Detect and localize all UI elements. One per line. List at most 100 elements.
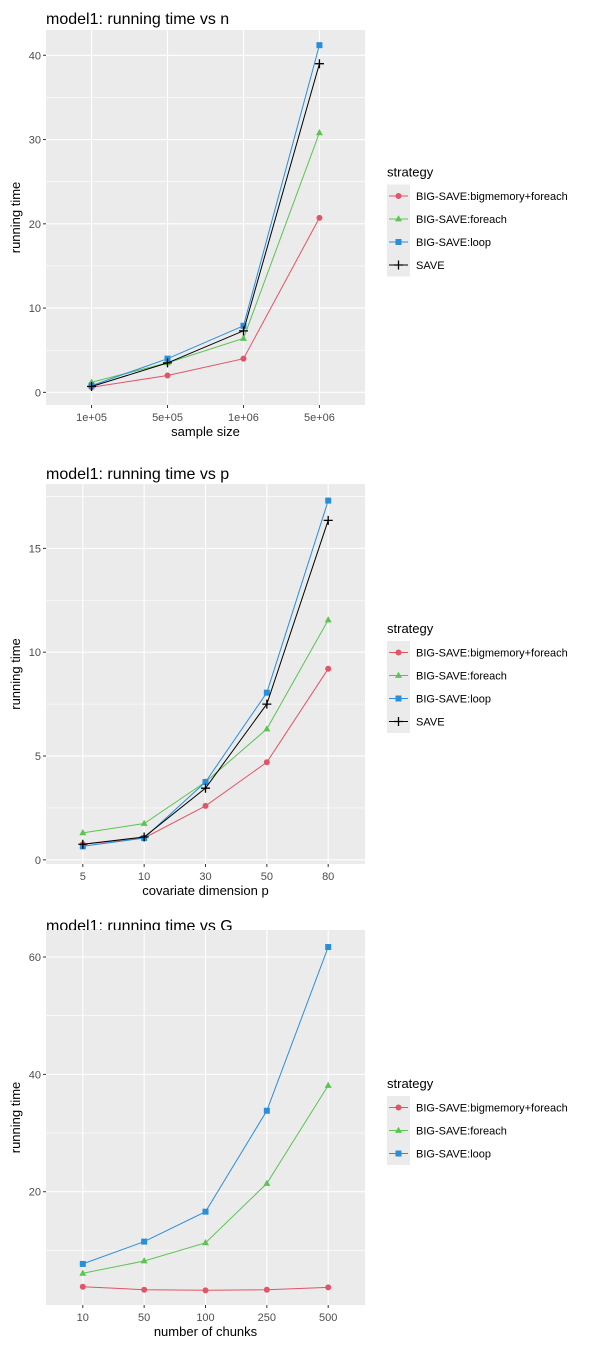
data-point bbox=[240, 355, 247, 362]
data-point bbox=[315, 129, 323, 136]
y-tick-label: 30 bbox=[29, 135, 41, 147]
x-tick-label: 80 bbox=[322, 871, 334, 883]
x-tick-label: 100 bbox=[196, 1312, 214, 1324]
data-point bbox=[79, 1283, 86, 1290]
legend-title: strategy bbox=[387, 1076, 434, 1091]
data-point bbox=[263, 1286, 270, 1293]
data-point bbox=[140, 819, 148, 826]
x-tick-label: 5 bbox=[80, 871, 86, 883]
x-tick-label: 50 bbox=[261, 871, 273, 883]
legend-label: BIG-SAVE:foreach bbox=[416, 671, 507, 683]
data-point bbox=[140, 1257, 148, 1264]
data-point bbox=[324, 1081, 332, 1088]
data-point bbox=[263, 1107, 270, 1114]
x-tick-label: 10 bbox=[138, 871, 150, 883]
data-point bbox=[87, 381, 97, 391]
data-point bbox=[79, 1260, 86, 1267]
x-tick-label: 250 bbox=[258, 1312, 276, 1324]
data-point bbox=[324, 616, 332, 623]
legend-key-marker bbox=[395, 1104, 402, 1111]
data-point bbox=[263, 725, 271, 732]
legend-key-marker bbox=[394, 717, 403, 726]
legend-key-marker bbox=[395, 649, 402, 656]
data-point bbox=[263, 1179, 271, 1186]
y-axis-title: running time bbox=[8, 1082, 23, 1154]
data-point bbox=[316, 42, 323, 49]
series-line bbox=[91, 217, 320, 388]
legend-key-marker bbox=[395, 239, 402, 245]
legend-key-marker bbox=[395, 695, 402, 702]
legend-label: BIG-SAVE:bigmemory+foreach bbox=[416, 648, 568, 660]
chart-title: model1: running time vs n bbox=[46, 11, 229, 28]
legend-label: BIG-SAVE:loop bbox=[416, 1149, 491, 1161]
data-point bbox=[79, 1269, 87, 1276]
y-axis-title: running time bbox=[8, 638, 23, 710]
data-point bbox=[201, 783, 210, 793]
y-tick-label: 10 bbox=[29, 647, 41, 659]
data-point bbox=[325, 944, 332, 951]
y-tick-label: 15 bbox=[29, 543, 41, 555]
legend: strategy BIG-SAVE:bigmemory+foreach BIG-SA… bbox=[387, 1076, 568, 1165]
x-tick-label: 30 bbox=[199, 871, 211, 883]
data-point bbox=[164, 372, 171, 379]
legend-key-marker bbox=[395, 671, 402, 678]
legend: strategy BIG-SAVE:bigmemory+foreach BIG-SA… bbox=[387, 621, 568, 733]
legend-key-marker bbox=[395, 193, 402, 199]
y-tick-label: 20 bbox=[29, 219, 41, 231]
data-point bbox=[139, 832, 149, 842]
x-tick-label: 1e+06 bbox=[228, 412, 259, 424]
legend-title: strategy bbox=[387, 621, 434, 636]
data-point bbox=[263, 759, 270, 766]
legend-label: BIG-SAVE:foreach bbox=[416, 1126, 507, 1138]
data-point bbox=[325, 665, 332, 672]
y-tick-label: 40 bbox=[29, 50, 41, 62]
y-tick-label: 0 bbox=[35, 855, 41, 867]
data-point bbox=[325, 1284, 332, 1291]
legend-label: SAVE bbox=[416, 717, 445, 729]
data-point bbox=[202, 1208, 209, 1215]
data-point bbox=[202, 1238, 209, 1246]
legend-title: strategy bbox=[387, 165, 434, 180]
y-tick-label: 5 bbox=[35, 751, 41, 763]
y-axis-title: running time bbox=[8, 182, 23, 254]
chart-panel-1: model1: running time vs n 0 10 20 30 40 1e+05 5… bbox=[8, 11, 568, 439]
legend-key-marker bbox=[395, 215, 402, 222]
y-tick-label: 10 bbox=[29, 303, 41, 315]
data-point bbox=[78, 839, 88, 849]
data-point bbox=[239, 334, 247, 341]
data-point bbox=[240, 322, 247, 329]
legend-label: BIG-SAVE:bigmemory+foreach bbox=[416, 191, 568, 203]
data-point bbox=[163, 358, 173, 368]
legend-label: BIG-SAVE:loop bbox=[416, 694, 491, 706]
data-point bbox=[141, 1286, 148, 1293]
legend-label: BIG-SAVE:bigmemory+foreach bbox=[416, 1103, 568, 1115]
series-line bbox=[91, 45, 320, 387]
chart-title: model1: running time vs p bbox=[46, 466, 229, 483]
legend-label: SAVE bbox=[416, 260, 445, 272]
x-axis-title: number of chunks bbox=[154, 1324, 258, 1339]
data-point bbox=[141, 1238, 148, 1245]
y-tick-label: 40 bbox=[29, 1069, 41, 1081]
y-tick-label: 20 bbox=[29, 1187, 41, 1199]
data-point bbox=[202, 778, 209, 785]
x-tick-label: 5e+05 bbox=[152, 412, 183, 424]
y-tick-label: 0 bbox=[35, 387, 41, 399]
x-tick-label: 500 bbox=[319, 1312, 337, 1324]
data-point bbox=[202, 1287, 209, 1294]
x-tick-label: 10 bbox=[77, 1312, 89, 1324]
x-axis-title: sample size bbox=[171, 424, 240, 439]
data-point bbox=[323, 515, 333, 525]
x-axis-title: covariate dimension p bbox=[142, 883, 268, 898]
series-line bbox=[91, 63, 320, 387]
data-point bbox=[202, 802, 209, 809]
legend-key-marker bbox=[395, 1150, 402, 1157]
data-point bbox=[262, 699, 272, 709]
data-point bbox=[238, 326, 248, 336]
x-tick-label: 1e+05 bbox=[76, 412, 107, 424]
y-tick-label: 60 bbox=[29, 952, 41, 964]
data-point bbox=[263, 689, 270, 696]
data-point bbox=[316, 214, 323, 221]
legend-label: BIG-SAVE:foreach bbox=[416, 214, 507, 226]
